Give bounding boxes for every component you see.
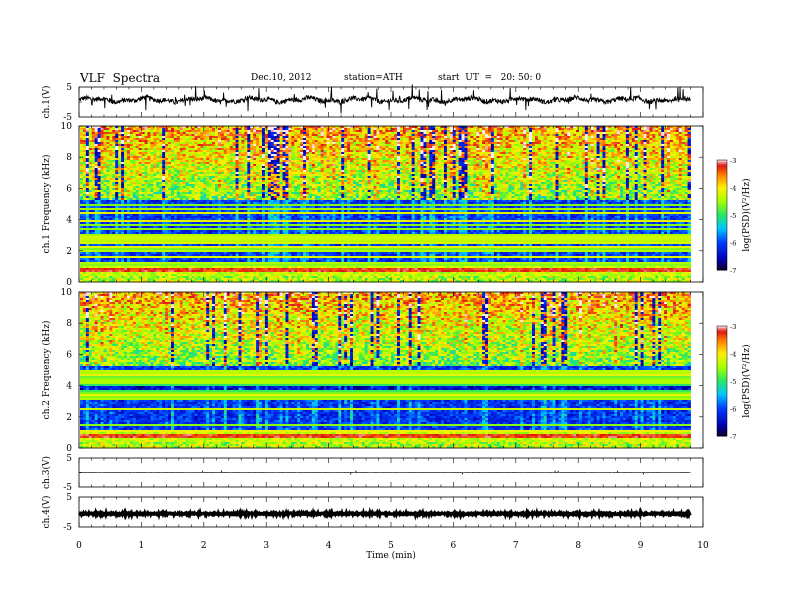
- ch2-spectrogram-colorbar-tick-label: -5: [730, 378, 736, 386]
- ch3-waveform-trace: [79, 471, 691, 474]
- x-axis-label: Time (min): [366, 550, 416, 561]
- x-tick-label: 7: [513, 541, 519, 551]
- ch2-spectrogram-ytick-label: 6: [66, 350, 72, 360]
- ch1-spectrogram-ytick-label: 10: [61, 122, 73, 132]
- ch1-spectrogram-ylabel: ch.1 Frequency (kHz): [41, 155, 52, 254]
- ch1-spectrogram-colorbar-tick-label: -5: [730, 212, 736, 220]
- ch2-spectrogram-image: [80, 292, 691, 448]
- ch2-spectrogram-colorbar-tick-label: -7: [730, 433, 736, 441]
- ch1-waveform-trace: [79, 84, 691, 113]
- ch2-spectrogram-ytick-label: 8: [66, 319, 72, 329]
- ch4-waveform-ytick-label: -5: [63, 523, 72, 533]
- ch1-spectrogram-ytick-label: 8: [66, 153, 72, 163]
- ch1-spectrogram-ytick-label: 6: [66, 184, 72, 194]
- x-tick-label: 10: [697, 541, 709, 551]
- ch2-spectrogram-colorbar-tick-label: -4: [730, 351, 736, 359]
- ch1-waveform-ytick-label: 5: [66, 83, 72, 93]
- ch2-spectrogram-colorbar-tick-label: -3: [730, 323, 736, 331]
- ch1-spectrogram-colorbar-tick-label: -3: [730, 157, 736, 165]
- ch1-spectrogram-colorbar-tick-label: -7: [730, 267, 736, 275]
- x-tick-label: 0: [76, 541, 82, 551]
- ch1-spectrogram-ytick-label: 2: [66, 247, 72, 257]
- ch1-waveform-ylabel: ch.1(V): [41, 86, 52, 119]
- ch1-spectrogram-colorbar-tick-label: -4: [730, 185, 736, 193]
- ch3-waveform-ylabel: ch.3(V): [41, 456, 52, 489]
- x-tick-label: 4: [326, 541, 332, 551]
- ch1-spectrogram-ytick-label: 0: [66, 278, 72, 288]
- x-tick-label: 1: [139, 541, 145, 551]
- x-tick-label: 6: [451, 541, 457, 551]
- x-tick-label: 9: [638, 541, 644, 551]
- ch2-spectrogram-ylabel: ch.2 Frequency (kHz): [41, 321, 52, 420]
- ch2-spectrogram-colorbar-label: log(PSD)(V²/Hz): [741, 344, 752, 417]
- ch1-spectrogram-colorbar-tick-label: -6: [730, 240, 736, 248]
- ch1-spectrogram-ytick-label: 4: [66, 216, 72, 226]
- x-tick-label: 3: [263, 541, 269, 551]
- ch2-spectrogram-ytick-label: 10: [61, 288, 73, 298]
- ch1-spectrogram-colorbar-label: log(PSD)(V²/Hz): [741, 178, 752, 251]
- x-tick-label: 8: [575, 541, 581, 551]
- ch3-waveform-ytick-label: -5: [63, 483, 72, 493]
- ch3-waveform-ytick-label: 5: [66, 454, 72, 464]
- ch4-waveform-ylabel: ch.4(V): [41, 496, 52, 529]
- ch2-spectrogram-ytick-label: 2: [66, 413, 72, 423]
- ch2-spectrogram-ytick-label: 0: [66, 444, 72, 454]
- x-tick-label: 2: [201, 541, 207, 551]
- ch2-spectrogram-colorbar-tick-label: -6: [730, 406, 736, 414]
- ch2-spectrogram-ytick-label: 4: [66, 382, 72, 392]
- ch4-waveform-ytick-label: 5: [66, 493, 72, 503]
- x-tick-label: 5: [388, 541, 394, 551]
- ch1-spectrogram-image: [80, 126, 691, 282]
